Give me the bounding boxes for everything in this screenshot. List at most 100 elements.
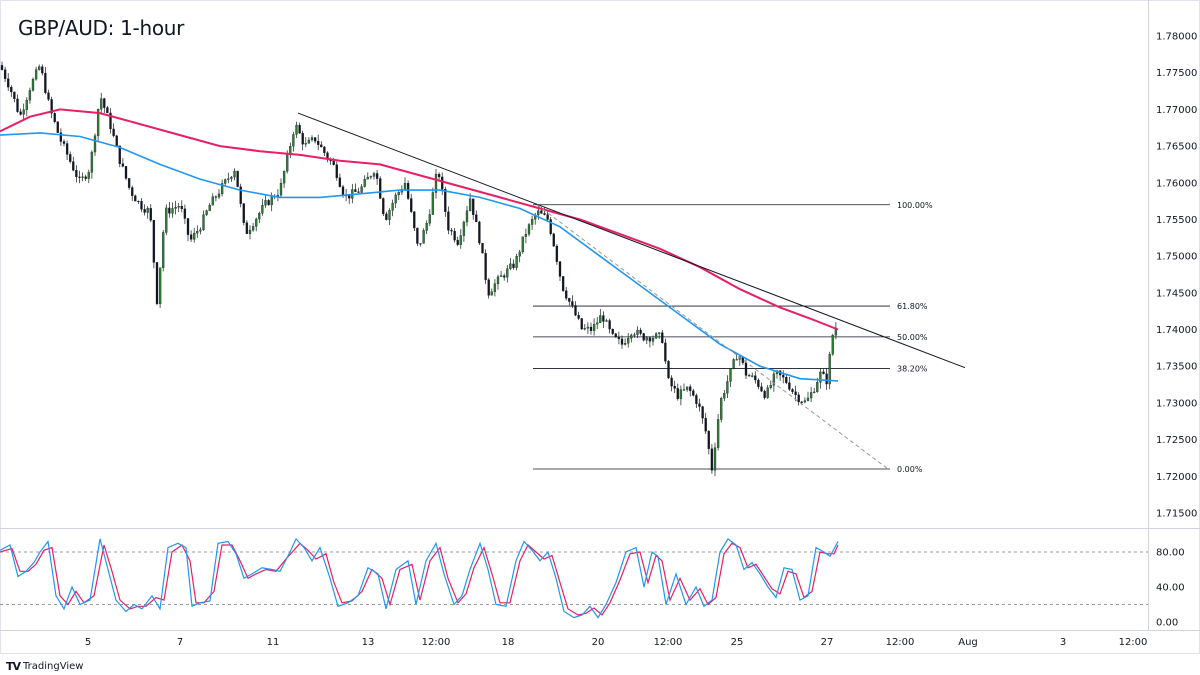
candle-body <box>608 320 611 330</box>
candle-body <box>69 154 72 162</box>
candle-body <box>90 151 94 173</box>
time-tick-label: 7 <box>177 637 183 648</box>
candle-body <box>760 386 763 392</box>
candle-body <box>165 207 168 233</box>
time-tick-label: 12:00 <box>886 637 915 648</box>
stochastic-k-line <box>0 537 839 619</box>
candle-body <box>574 305 577 316</box>
candle-body <box>168 207 171 214</box>
candle-body <box>193 232 196 240</box>
candle-body <box>685 386 689 390</box>
candle-body <box>828 354 831 385</box>
candle-body <box>648 337 652 342</box>
candle-body <box>667 360 670 379</box>
trendline[interactable] <box>297 112 966 369</box>
candle-body <box>382 198 385 215</box>
candle-body <box>797 394 800 403</box>
candle-body <box>716 419 720 448</box>
fib-level-label: 100.00% <box>897 201 933 210</box>
fib-level-label: 61.80% <box>897 302 928 311</box>
candle-body <box>444 189 447 212</box>
candle-body <box>487 279 490 296</box>
candle-body <box>304 143 307 145</box>
candle-body <box>96 109 100 136</box>
candle-body <box>419 243 422 245</box>
candle-body <box>391 202 394 211</box>
time-tick-label: 5 <box>85 637 91 648</box>
candle-body <box>320 144 323 148</box>
tradingview-logo-icon: TV <box>6 660 21 673</box>
candle-body <box>661 332 664 344</box>
candle-body <box>729 368 732 382</box>
candle-body <box>214 196 218 198</box>
candle-body <box>270 196 273 206</box>
candle-body <box>251 226 255 231</box>
candle-body <box>416 227 419 244</box>
candle-body <box>81 176 84 178</box>
candle-body <box>565 290 568 299</box>
candle-body <box>44 72 47 93</box>
candle-body <box>301 133 304 145</box>
candle-body <box>379 178 382 199</box>
candle-body <box>162 232 165 268</box>
candle-body <box>171 208 174 214</box>
candle-body <box>149 208 152 221</box>
time-axis[interactable]: 5 7 11 13 12:00 18 20 12:00 25 27 12:00 Aug 3 12:00 <box>85 637 1148 648</box>
price-tick-label: 1.73500 <box>1156 362 1197 373</box>
candle-body <box>183 208 187 219</box>
candle-body <box>503 275 506 278</box>
candle-body <box>642 333 645 341</box>
price-tick-label: 1.75500 <box>1156 215 1197 226</box>
candle-body <box>220 183 224 195</box>
candle-body <box>658 332 661 334</box>
price-axis[interactable]: 1.78000 1.77500 1.77000 1.76500 1.76000 1.755… <box>1156 32 1197 520</box>
candle-body <box>348 195 351 199</box>
candle-body <box>103 98 106 108</box>
candle-body <box>809 392 813 399</box>
candle-body <box>233 170 236 178</box>
candle-body <box>186 218 190 235</box>
candle-body <box>146 208 149 213</box>
candle-body <box>264 200 267 206</box>
candle-body <box>788 382 791 390</box>
candle-body <box>518 251 521 257</box>
fibonacci-retracement[interactable]: 100.00% 61.80% 50.00% 38.20% 0.00% <box>533 201 933 474</box>
price-tick-label: 1.77500 <box>1156 68 1197 79</box>
time-tick-label: 3 <box>1060 637 1066 648</box>
candle-body <box>177 206 180 208</box>
candle-body <box>763 390 766 398</box>
candle-body <box>385 213 388 220</box>
candle-body <box>298 125 301 134</box>
price-tick-label: 1.75000 <box>1156 252 1197 263</box>
chart-border <box>0 0 1200 654</box>
candle-body <box>155 262 159 305</box>
candle-body <box>819 371 822 383</box>
candle-body <box>602 315 605 322</box>
candle-body <box>25 99 28 110</box>
candle-body <box>7 78 10 88</box>
candle-body <box>521 236 524 253</box>
candle-body <box>490 291 493 296</box>
candle-body <box>425 223 428 231</box>
candle-body <box>664 342 667 362</box>
candle-body <box>100 98 103 110</box>
candle-body <box>50 99 53 114</box>
candle-body <box>441 176 444 190</box>
candle-body <box>208 205 211 211</box>
candle-body <box>134 195 137 202</box>
candle-body <box>831 335 834 355</box>
candle-body <box>323 146 326 154</box>
candle-body <box>310 137 314 141</box>
candle-body <box>757 379 760 387</box>
dashed-projection-line[interactable] <box>536 204 889 470</box>
candle-body <box>720 398 723 420</box>
candle-body <box>577 315 580 319</box>
candle-body <box>465 210 469 223</box>
candle-body <box>205 210 208 215</box>
candle-body <box>124 166 128 179</box>
time-tick-label: 11 <box>267 637 280 648</box>
candle-body <box>462 221 466 236</box>
candle-body <box>22 109 25 115</box>
candle-body <box>698 403 701 407</box>
